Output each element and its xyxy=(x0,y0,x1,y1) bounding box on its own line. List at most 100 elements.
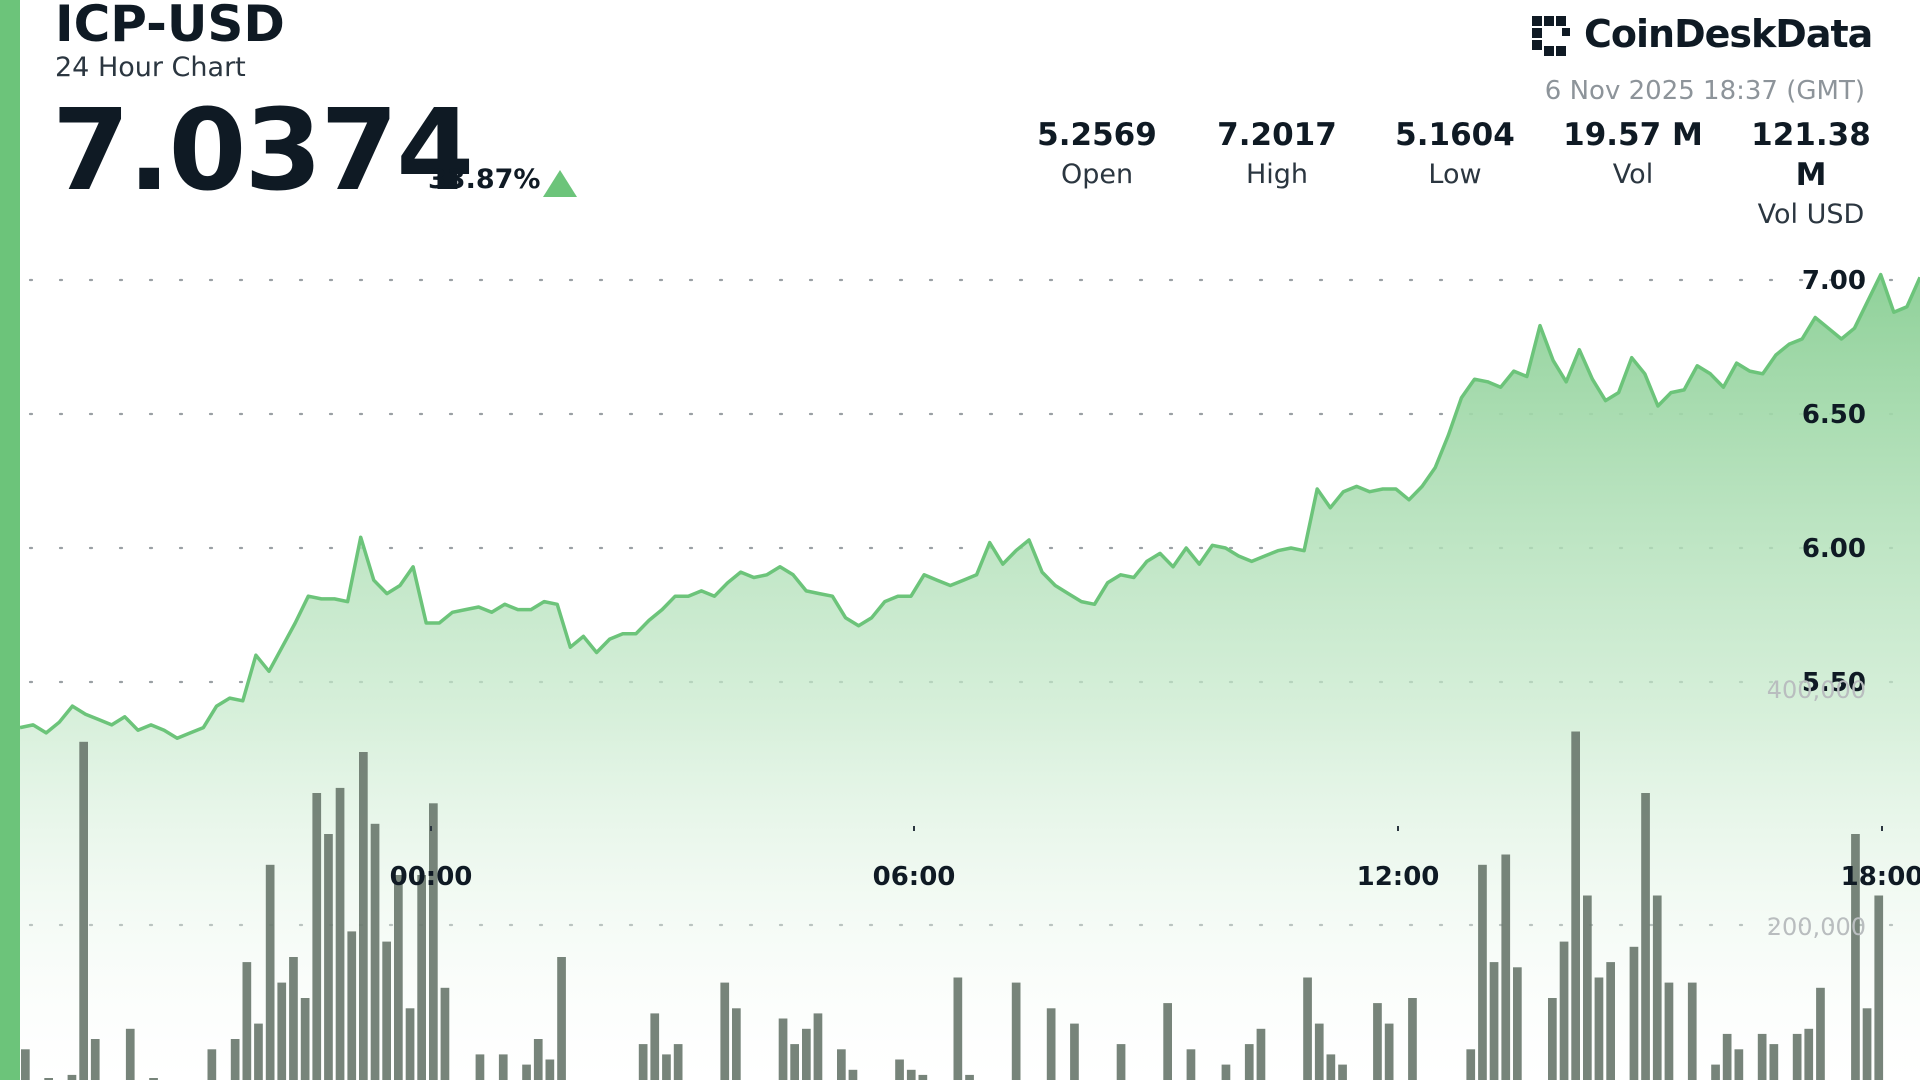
price-line xyxy=(19,272,1920,741)
volume-bar xyxy=(790,1044,799,1080)
timestamp: 6 Nov 2025 18:37 (GMT) xyxy=(1544,76,1865,106)
volume-bar xyxy=(1583,895,1592,1080)
volume-bar xyxy=(965,1074,974,1080)
volume-bar xyxy=(953,977,963,1080)
volume-bar xyxy=(1559,941,1569,1080)
volume-bar xyxy=(778,1018,788,1080)
volume-bar xyxy=(1489,962,1499,1080)
volume-bar xyxy=(802,1028,811,1080)
volume-bar xyxy=(1513,967,1522,1080)
volume-bar xyxy=(1548,998,1557,1080)
volume-bar xyxy=(429,803,438,1080)
stat-low: 5.1604 Low xyxy=(1380,115,1530,195)
volume-bar xyxy=(1373,1003,1382,1080)
accent-bar xyxy=(0,0,20,1080)
volume-bar xyxy=(1874,895,1884,1080)
stat-value: 7.2017 xyxy=(1217,117,1337,153)
volume-bar xyxy=(1804,1028,1814,1080)
volume-bar xyxy=(254,1023,263,1080)
stat-vol: 19.57 M Vol xyxy=(1558,115,1708,195)
volume-bar xyxy=(1314,1023,1324,1080)
stat-label: High xyxy=(1245,159,1309,190)
volume-bar xyxy=(522,1064,531,1080)
volume-bar xyxy=(1303,977,1312,1080)
volume-bar xyxy=(405,1008,415,1080)
grid-lines xyxy=(28,278,1920,927)
volume-tick-label: 400,000 xyxy=(1767,676,1866,704)
price-series-line xyxy=(19,272,1920,741)
x-axis-ticks: 00:00 06:00 12:00 18:00 xyxy=(390,826,1920,892)
volume-bar xyxy=(1338,1064,1347,1080)
price-change-percent: 33.87% xyxy=(428,164,541,195)
volume-bar xyxy=(1792,1033,1802,1080)
volume-bar xyxy=(1163,1003,1172,1080)
volume-bar xyxy=(207,1049,217,1080)
y-tick-label: 5.50 xyxy=(1802,668,1866,698)
volume-bar xyxy=(1606,962,1615,1080)
volume-bar xyxy=(79,741,88,1080)
volume-bar xyxy=(848,1069,858,1080)
volume-bar xyxy=(359,752,368,1080)
volume-bar xyxy=(1384,1023,1394,1080)
volume-bar xyxy=(1652,895,1662,1080)
volume-bar xyxy=(720,982,730,1080)
volume-bar xyxy=(370,823,380,1080)
volume-bar xyxy=(21,1049,30,1080)
stat-label: Open xyxy=(1060,159,1134,190)
stat-vol-usd: 121.38 M Vol USD xyxy=(1736,115,1886,235)
x-tick-label: 12:00 xyxy=(1357,862,1440,892)
stat-value: 19.57 M xyxy=(1563,117,1703,153)
volume-bar xyxy=(638,1044,648,1080)
volume-bar xyxy=(1256,1028,1266,1080)
volume-bar xyxy=(1244,1044,1254,1080)
volume-bar xyxy=(1711,1064,1720,1080)
volume-bar xyxy=(1046,1008,1056,1080)
brand-name: CoinDeskData xyxy=(1584,12,1873,56)
volume-bar xyxy=(813,1013,823,1080)
volume-bar xyxy=(1851,834,1860,1080)
y-tick-label: 6.50 xyxy=(1802,400,1866,430)
up-arrow-icon xyxy=(543,170,577,197)
volume-bar xyxy=(265,864,275,1080)
volume-bar xyxy=(650,1013,660,1080)
volume-axis-ticks: 200,000 400,000 xyxy=(1767,676,1866,941)
volume-bar xyxy=(90,1039,100,1080)
volume-bar xyxy=(230,1039,240,1080)
page-title: ICP-USD xyxy=(55,0,285,53)
volume-bar xyxy=(1011,982,1021,1080)
volume-bar xyxy=(67,1074,77,1080)
x-tick-label: 00:00 xyxy=(390,862,473,892)
x-tick-label: 18:00 xyxy=(1841,862,1920,892)
volume-bar xyxy=(498,1054,508,1080)
stat-label: Vol xyxy=(1612,159,1654,190)
volume-bar xyxy=(1408,998,1417,1080)
volume-bar xyxy=(1862,1008,1872,1080)
brand-logo: CoinDeskData xyxy=(1530,10,1873,66)
volume-bar xyxy=(289,957,298,1080)
stat-label: Vol USD xyxy=(1757,199,1865,230)
volume-bars xyxy=(21,731,1884,1080)
volume-bar xyxy=(394,875,403,1080)
y-tick-label: 6.00 xyxy=(1802,534,1866,564)
volume-bar xyxy=(918,1074,928,1080)
volume-bar xyxy=(732,1008,741,1080)
volume-bar xyxy=(1734,1049,1744,1080)
volume-bar xyxy=(895,1059,904,1080)
stat-open: 5.2569 Open xyxy=(1022,115,1172,195)
coindesk-logo-icon xyxy=(1532,16,1570,56)
x-tick-label: 06:00 xyxy=(873,862,956,892)
volume-bar xyxy=(1571,731,1580,1080)
volume-bar xyxy=(324,834,333,1080)
volume-bar xyxy=(475,1054,485,1080)
volume-bar xyxy=(1326,1054,1336,1080)
volume-bar xyxy=(837,1049,846,1080)
stat-value: 5.2569 xyxy=(1037,117,1157,153)
volume-bar xyxy=(533,1039,543,1080)
volume-bar xyxy=(673,1044,683,1080)
volume-bar xyxy=(300,998,310,1080)
volume-bar xyxy=(1221,1064,1231,1080)
volume-bar xyxy=(545,1059,555,1080)
stat-value: 5.1604 xyxy=(1395,117,1515,153)
stat-high: 7.2017 High xyxy=(1202,115,1352,195)
volume-bar xyxy=(242,962,252,1080)
